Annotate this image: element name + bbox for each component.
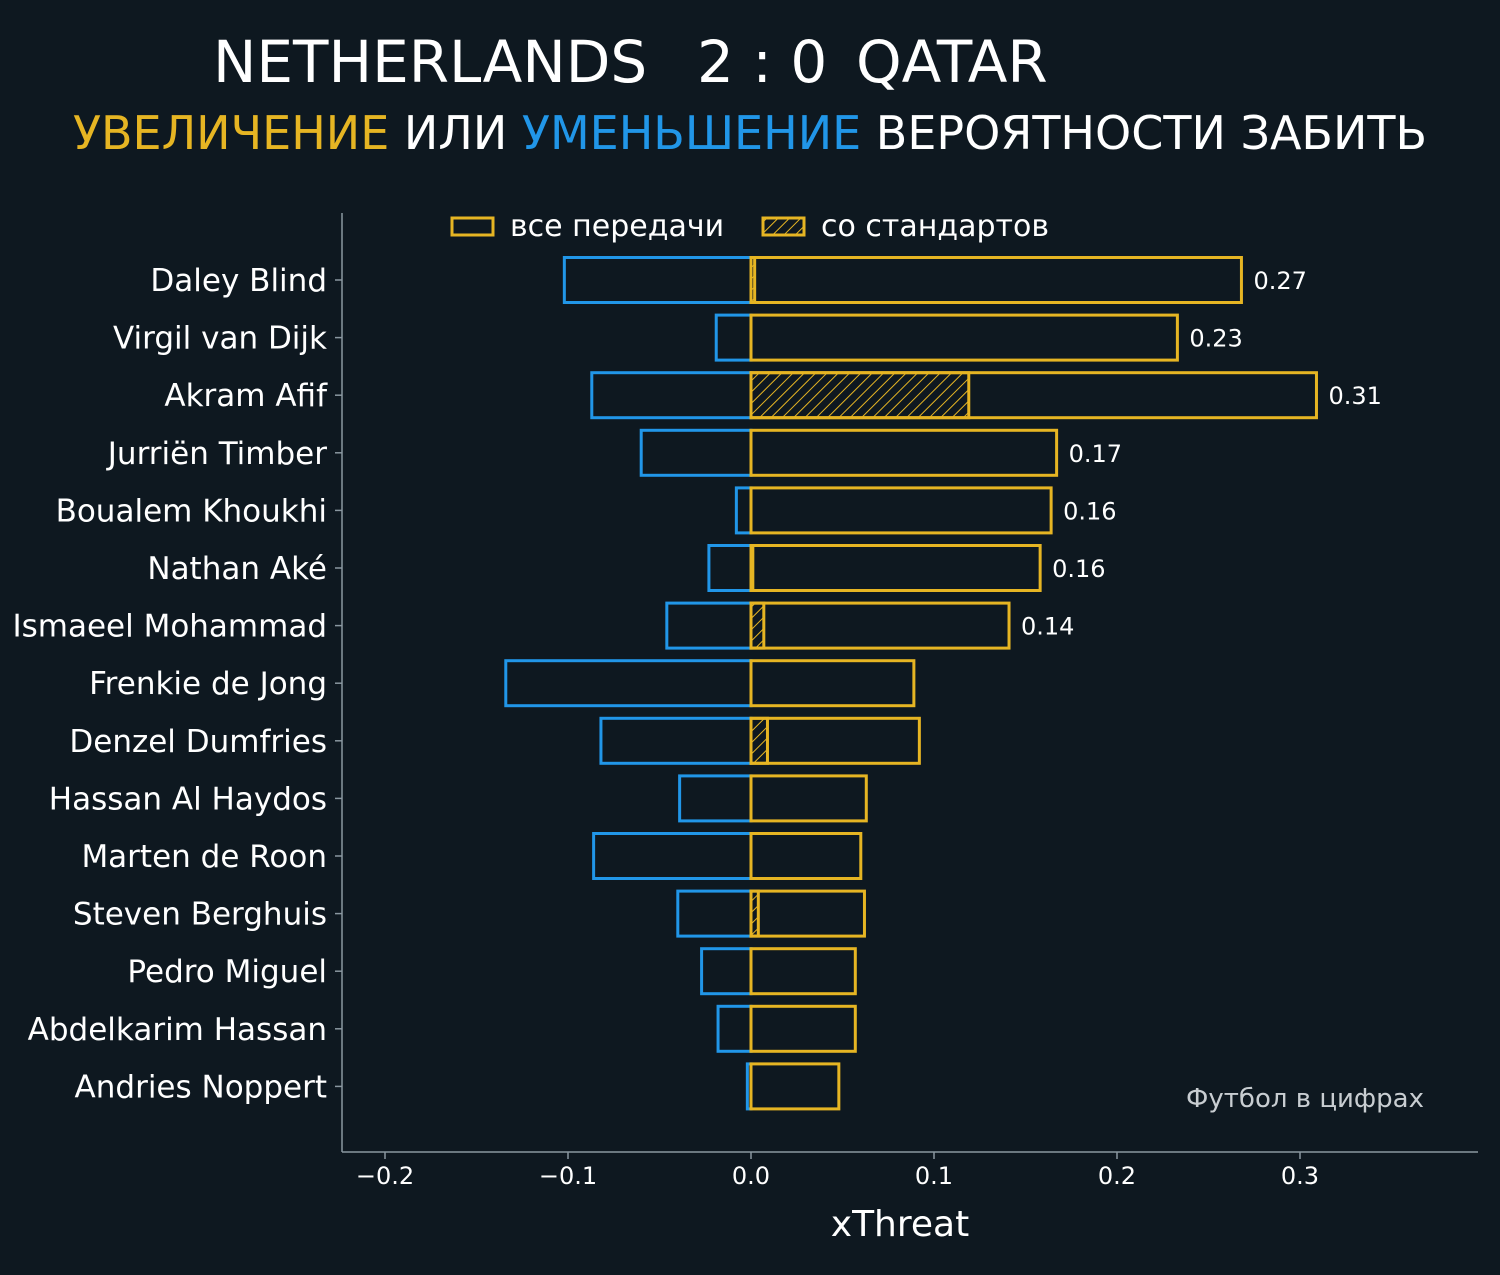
bar-decrease-pedro-miguel [700, 947, 753, 996]
bar-increase-andries-noppert [749, 1062, 841, 1111]
chart-subtitle: УВЕЛИЧЕНИЕ ИЛИ УМЕНЬШЕНИЕ ВЕРОЯТНОСТИ ЗА… [0, 106, 1500, 160]
bar-increase-abdelkarim-hassan [749, 1004, 857, 1053]
bar-increase-denzel-dumfries [749, 716, 921, 765]
x-tick-label-2: 0.0 [732, 1162, 770, 1190]
y-tick-label-pedro-miguel: Pedro Miguel [127, 954, 327, 990]
value-label-daley-blind: 0.27 [1253, 267, 1306, 295]
bar-set-pieces-denzel-dumfries [749, 716, 769, 765]
bar-increase-boualem-khoukhi [749, 486, 1053, 535]
y-tick-label-virgil-van-dijk: Virgil van Dijk [113, 321, 327, 357]
bar-decrease-jurrien-timber [639, 428, 753, 477]
score-title: 2 : 0 [697, 28, 828, 96]
bar-increase-steven-berghuis [749, 889, 866, 938]
legend-label-set-pieces: со стандартов [821, 209, 1049, 244]
bar-set-pieces-ismaeel-mohammad [749, 601, 766, 650]
y-tick-label-ismaeel-mohammad: Ismaeel Mohammad [12, 609, 327, 645]
away-team-title: QATAR [856, 28, 1048, 96]
y-tick-label-daley-blind: Daley Blind [150, 263, 327, 299]
bar-decrease-akram-afif [590, 371, 753, 420]
x-tick-label-4: 0.2 [1098, 1162, 1136, 1190]
labels-layer: Daley Blind 0.27 Virgil van Dijk 0.23 Akram … [12, 263, 1381, 1190]
value-label-ismaeel-mohammad: 0.14 [1021, 613, 1074, 641]
bar-increase-marten-de-roon [749, 832, 863, 880]
bar-increase-pedro-miguel [749, 947, 857, 996]
bar-decrease-denzel-dumfries [599, 716, 753, 765]
bar-decrease-frenkie-de-jong [504, 659, 753, 708]
value-label-akram-afif: 0.31 [1328, 382, 1381, 410]
y-tick-label-nathan-ake: Nathan Aké [147, 551, 327, 587]
subtitle-probability: ВЕРОЯТНОСТИ ЗАБИТЬ [861, 106, 1428, 160]
value-label-jurrien-timber: 0.17 [1069, 440, 1122, 468]
legend: все передачи со стандартов [450, 209, 1049, 244]
bar-decrease-nathan-ake [707, 544, 753, 592]
value-label-boualem-khoukhi: 0.16 [1063, 497, 1116, 525]
y-tick-label-frenkie-de-jong: Frenkie de Jong [89, 666, 327, 702]
y-tick-label-hassan-al-haydos: Hassan Al Haydos [49, 781, 327, 817]
bar-increase-ismaeel-mohammad [749, 601, 1011, 650]
value-label-nathan-ake: 0.16 [1052, 555, 1105, 583]
y-tick-label-abdelkarim-hassan: Abdelkarim Hassan [28, 1012, 327, 1048]
bar-increase-frenkie-de-jong [749, 659, 916, 708]
axes [341, 213, 1478, 1153]
x-axis-label: xThreat [831, 1204, 969, 1245]
bar-set-pieces-akram-afif [749, 371, 971, 420]
subtitle-or: ИЛИ [389, 106, 522, 160]
subtitle-decrease: УМЕНЬШЕНИЕ [521, 106, 862, 160]
y-tick-label-steven-berghuis: Steven Berghuis [73, 897, 327, 933]
x-tick-label-1: −0.1 [539, 1162, 597, 1190]
bar-increase-nathan-ake [749, 544, 1042, 592]
watermark: Футбол в цифрах [1186, 1084, 1424, 1114]
bar-decrease-hassan-al-haydos [678, 774, 753, 823]
legend-swatch-set-pieces [761, 216, 806, 237]
x-tick-label-5: 0.3 [1281, 1162, 1319, 1190]
title-row: NETHERLANDS 2 : 0 QATAR [0, 28, 1500, 98]
y-tick-label-jurrien-timber: Jurriën Timber [106, 436, 327, 472]
y-tick-label-denzel-dumfries: Denzel Dumfries [69, 724, 327, 760]
y-tick-label-andries-noppert: Andries Noppert [75, 1069, 327, 1105]
subtitle-increase: УВЕЛИЧЕНИЕ [72, 106, 390, 160]
bar-decrease-virgil-van-dijk [714, 313, 753, 362]
bar-increase-virgil-van-dijk [749, 313, 1179, 362]
y-tick-label-boualem-khoukhi: Boualem Khoukhi [56, 493, 327, 529]
bar-decrease-daley-blind [562, 256, 753, 304]
bar-decrease-ismaeel-mohammad [665, 601, 753, 650]
y-tick-label-akram-afif: Akram Afif [164, 378, 328, 414]
bar-increase-akram-afif [749, 371, 1318, 420]
legend-swatch-all-passes [450, 216, 495, 237]
y-tick-label-marten-de-roon: Marten de Roon [81, 839, 327, 875]
bar-increase-daley-blind [749, 256, 1243, 304]
bar-increase-jurrien-timber [749, 428, 1059, 477]
value-label-virgil-van-dijk: 0.23 [1189, 325, 1242, 353]
legend-label-all-passes: все передачи [510, 209, 724, 244]
bar-decrease-abdelkarim-hassan [716, 1004, 753, 1053]
bar-decrease-marten-de-roon [592, 832, 753, 880]
x-tick-label-3: 0.1 [915, 1162, 953, 1190]
bar-decrease-boualem-khoukhi [734, 486, 753, 535]
bar-decrease-steven-berghuis [676, 889, 753, 938]
bar-increase-hassan-al-haydos [749, 774, 868, 823]
home-team-title: NETHERLANDS [213, 28, 648, 96]
x-tick-label-0: −0.2 [356, 1162, 414, 1190]
bars-layer [504, 256, 1318, 1111]
